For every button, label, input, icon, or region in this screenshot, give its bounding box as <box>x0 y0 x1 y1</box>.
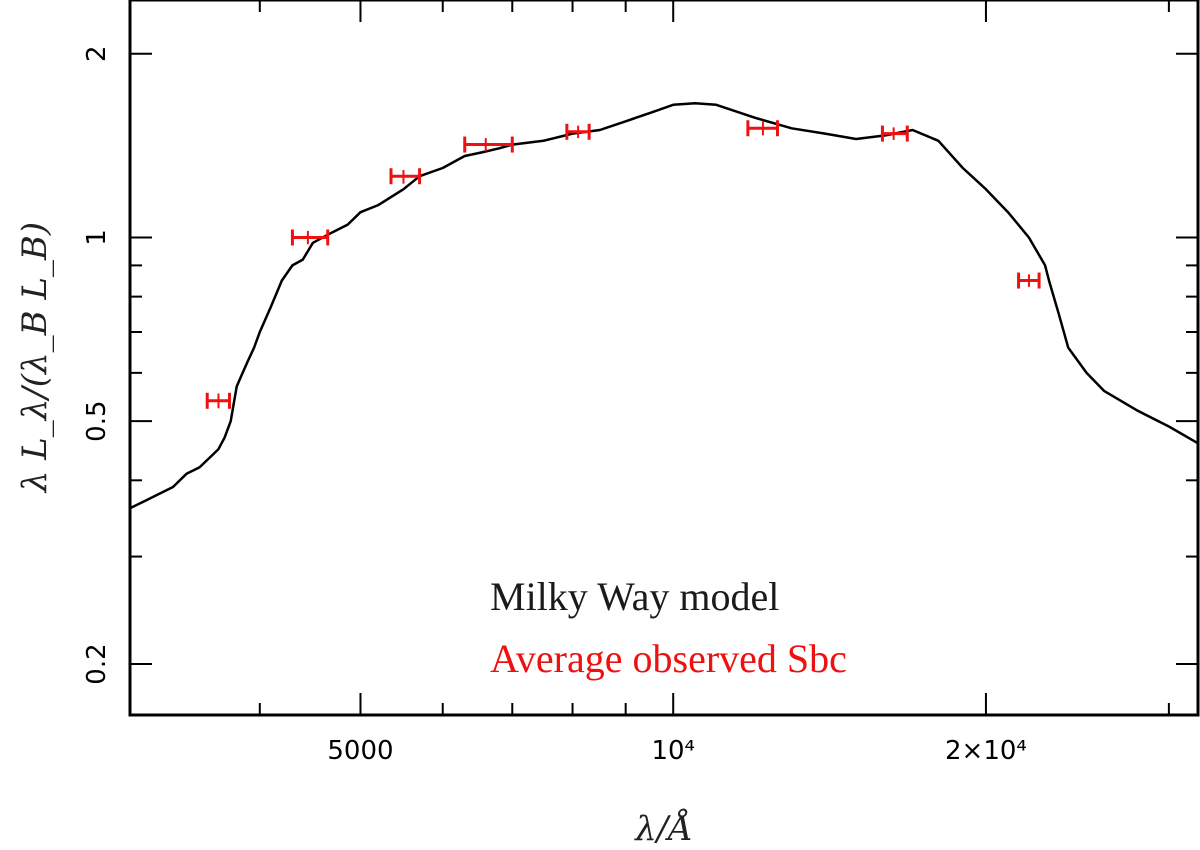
sbc-point-2 <box>389 168 422 185</box>
y-tick-label-3: 2 <box>82 46 112 63</box>
sbc-point-7 <box>1017 272 1041 289</box>
plot-frame <box>128 0 1200 717</box>
y-tick-label-0: 0.2 <box>82 643 112 684</box>
series-lines <box>129 101 1199 510</box>
sbc-point-0 <box>205 392 231 409</box>
legend-average-observed-sbc: Average observed Sbc <box>490 636 847 681</box>
x-tick-label-1: 10⁴ <box>651 736 695 766</box>
axis-ticks <box>130 0 1198 715</box>
x-axis-title: λ/Å <box>633 808 693 849</box>
sbc-point-1 <box>290 229 330 246</box>
sbc-error-bars <box>205 120 1041 409</box>
sbc-point-3 <box>463 136 514 153</box>
x-tick-label-2: 2×10⁴ <box>945 736 1027 766</box>
x-tick-label-0: 5000 <box>327 736 393 766</box>
y-tick-label-2: 1 <box>82 229 112 246</box>
sbc-point-5 <box>746 120 779 137</box>
legend-milky-way-model: Milky Way model <box>490 574 779 619</box>
sbc-point-6 <box>880 125 909 142</box>
milky-way-model-line <box>129 101 1199 510</box>
y-tick-label-1: 0.5 <box>82 401 112 442</box>
sbc-point-4 <box>565 123 591 140</box>
y-axis-title: λ L_λ/(λ_B L_B) <box>15 222 55 494</box>
y-tick-labels: 0.2 0.5 1 2 <box>82 46 112 685</box>
x-tick-labels: 5000 10⁴ 2×10⁴ <box>327 736 1026 766</box>
